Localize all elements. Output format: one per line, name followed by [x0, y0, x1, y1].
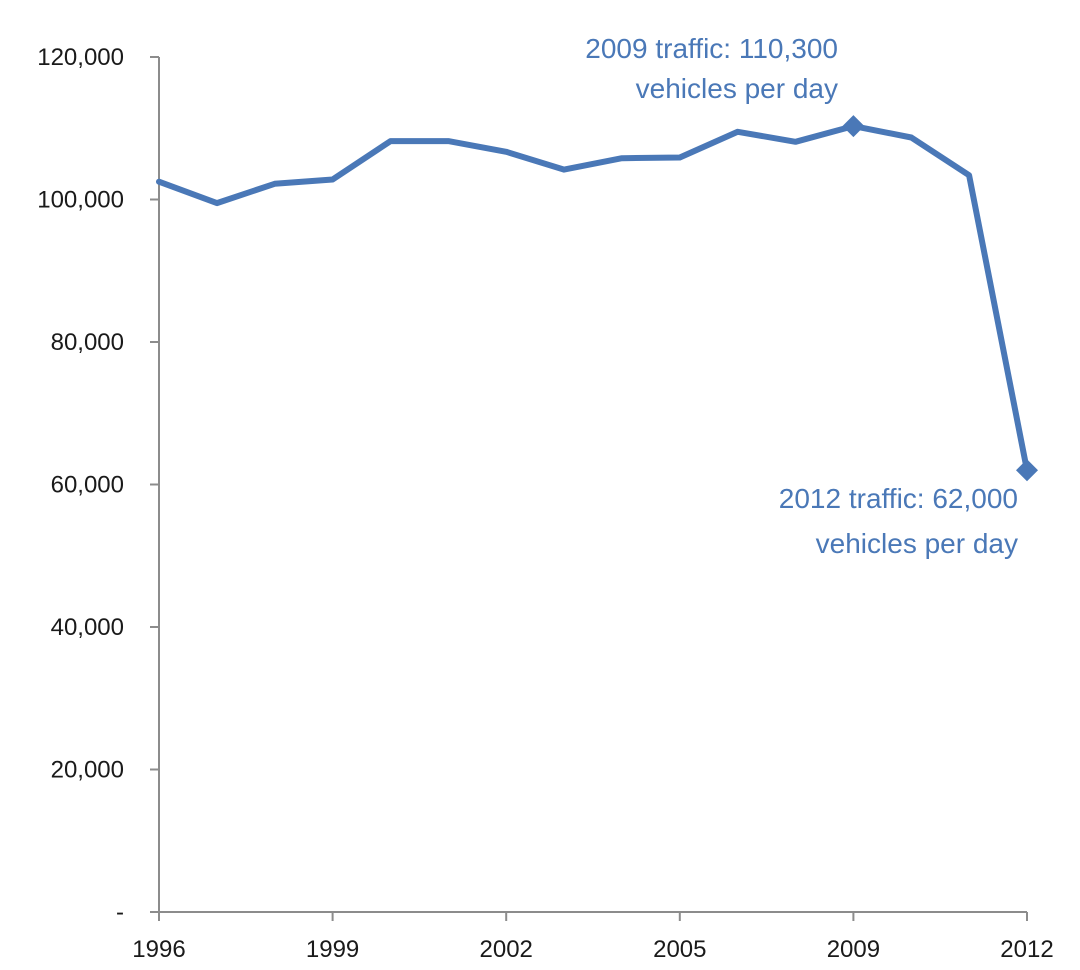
x-tick-label: 2002: [480, 936, 533, 963]
x-tick-label: 2005: [653, 936, 706, 963]
x-tick-label: 2012: [1000, 936, 1053, 963]
y-tick-label: 120,000: [37, 44, 124, 71]
highlight-marker: [842, 115, 865, 138]
y-tick-label: -: [116, 899, 124, 926]
y-tick-label: 100,000: [37, 187, 124, 214]
y-tick-label: 40,000: [51, 614, 124, 641]
annotation-line: 2009 traffic: 110,300: [585, 33, 838, 64]
x-tick-label: 2009: [827, 936, 880, 963]
y-tick-label: 20,000: [51, 757, 124, 784]
annotation-line: vehicles per day: [816, 528, 1018, 559]
y-tick-label: 80,000: [51, 329, 124, 356]
highlight-marker: [1016, 459, 1038, 482]
annotation-line: 2012 traffic: 62,000: [779, 483, 1018, 514]
annotation-line: vehicles per day: [636, 73, 838, 104]
series-line-layer: [156, 123, 1030, 474]
axis-ticks: - 20,000 40,000 60,000 80,000 100,000 120,000 1…: [37, 44, 1053, 963]
x-tick-label: 1999: [306, 936, 359, 963]
annotations: 2009 traffic: 110,300 vehicles per day 201…: [585, 33, 1018, 559]
series-line: [156, 123, 1030, 474]
x-tick-label: 1996: [132, 936, 185, 963]
y-tick-label: 60,000: [51, 472, 124, 499]
highlight-markers: [842, 115, 1038, 482]
